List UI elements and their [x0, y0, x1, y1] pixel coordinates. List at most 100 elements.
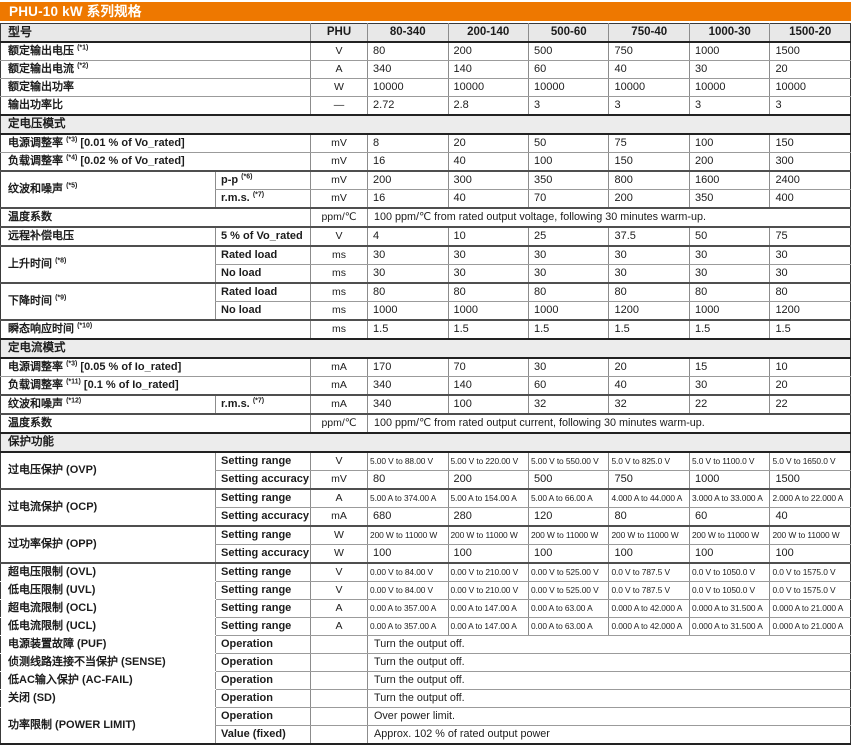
unit-cell	[310, 635, 368, 654]
spec-value: 150	[608, 152, 690, 172]
spec-value: 32	[608, 395, 690, 415]
spec-value: 1.5	[688, 320, 770, 340]
spec-label: 电源装置故障 (PUF)	[0, 635, 216, 654]
unit-cell: mA	[310, 507, 368, 527]
model-header: 80-340	[367, 23, 448, 43]
spec-label: 纹波和噪声 (*12)	[0, 395, 216, 415]
unit-cell: W	[310, 544, 368, 564]
model-header: 1000-30	[688, 23, 770, 43]
table-row: 过功率保护 (OPP) Setting range W 200 W to 11000 …	[0, 526, 851, 564]
model-header: 1500-20	[769, 23, 851, 43]
unit-cell: —	[310, 96, 368, 116]
spec-value: 400	[769, 189, 851, 209]
unit-cell: W	[310, 526, 368, 545]
spec-value: 40	[447, 152, 529, 172]
spec-value: 1000	[688, 301, 770, 321]
spec-value: 50	[527, 134, 609, 153]
spec-value: 30	[527, 358, 609, 377]
spec-value: 200 W to 11000 W	[688, 526, 770, 545]
spec-table: 型号 PHU 80-340 200-140 500-60 750-40 1000-30 150…	[0, 23, 851, 745]
spec-value: 100	[608, 544, 690, 564]
spec-value: 8	[367, 134, 448, 153]
spec-value: 2.000 A to 22.000 A	[769, 489, 851, 508]
spec-sublabel: Operation	[214, 671, 311, 690]
spec-value-span: Turn the output off.	[367, 653, 851, 672]
spec-value: 0.0 V to 1050.0 V	[688, 563, 770, 582]
footnote-marker: (*3)	[66, 360, 78, 368]
spec-sublabel: Setting range	[214, 563, 311, 582]
table-row: 电源装置故障 (PUF) Operation Turn the output off…	[0, 635, 851, 654]
spec-value-span: 100 ppm/℃ from rated output voltage, fol…	[367, 208, 851, 228]
section-row: 保护功能	[0, 433, 851, 453]
spec-value: 5.00 V to 220.00 V	[447, 452, 529, 471]
table-row: 远程补偿电压 5 % of Vo_rated V 4 10 25 37.5 50 75	[0, 227, 851, 247]
spec-value: 1000	[367, 301, 448, 321]
spec-label: 温度系数	[0, 208, 311, 228]
spec-value: 0.0 V to 787.5 V	[608, 581, 690, 600]
spec-value: 30	[769, 246, 851, 265]
spec-value: 200 W to 11000 W	[527, 526, 609, 545]
spec-sublabel: Setting range	[214, 526, 311, 545]
spec-value: 1200	[608, 301, 690, 321]
spec-value: 140	[447, 376, 529, 396]
spec-sublabel: No load	[214, 301, 311, 321]
unit-cell: mV	[310, 470, 368, 490]
spec-value: 5.00 V to 88.00 V	[367, 452, 448, 471]
spec-value: 0.00 A to 63.00 A	[527, 617, 609, 636]
unit-cell: ms	[310, 320, 368, 340]
spec-label: 低电流限制 (UCL)	[0, 617, 216, 636]
spec-value: 200 W to 11000 W	[608, 526, 690, 545]
spec-value: 30	[608, 264, 690, 284]
spec-value: 80	[367, 283, 448, 302]
unit-cell: ppm/℃	[310, 414, 368, 434]
table-row: 上升时间 (*8) Rated load ms 30 30 30 30 30 30	[0, 246, 851, 284]
spec-sublabel: Setting accuracy	[214, 507, 311, 527]
spec-sublabel: p-p (*6)	[214, 171, 311, 190]
table-row: No load ms 30 30 30 30 30 30	[1, 264, 851, 284]
spec-value: 170	[367, 358, 448, 377]
spec-label: 温度系数	[0, 414, 311, 434]
spec-value: 37.5	[608, 227, 690, 247]
spec-value: 20	[447, 134, 529, 153]
table-row: 低AC输入保护 (AC-FAIL) Operation Turn the outpu…	[0, 671, 851, 690]
spec-value: 100	[688, 134, 770, 153]
unit-cell: mV	[310, 171, 368, 190]
section-row: 定电压模式	[0, 115, 851, 135]
spec-value: 10	[769, 358, 851, 377]
spec-sublabel: Setting range	[214, 599, 311, 618]
spec-value: 15	[688, 358, 770, 377]
spec-value: 30	[688, 376, 770, 396]
spec-value: 1.5	[608, 320, 690, 340]
spec-value: 0.00 V to 84.00 V	[367, 581, 448, 600]
spec-sublabel: Operation	[214, 707, 311, 726]
spec-value: 200 W to 11000 W	[447, 526, 529, 545]
spec-value: 1000	[527, 301, 609, 321]
spec-label: 瞬态响应时间 (*10)	[0, 320, 311, 340]
section-title: 定电流模式	[0, 339, 851, 359]
spec-value: 340	[367, 395, 448, 415]
spec-value: 20	[769, 60, 851, 79]
spec-value: 0.0 V to 787.5 V	[608, 563, 690, 582]
spec-value: 0.000 A to 21.000 A	[769, 599, 851, 618]
spec-value: 80	[608, 507, 690, 527]
spec-label: 超电压限制 (OVL)	[0, 563, 216, 582]
spec-value: 5.0 V to 1650.0 V	[769, 452, 851, 471]
spec-value: 22	[688, 395, 770, 415]
spec-value: 16	[367, 189, 448, 209]
spec-value: 1000	[447, 301, 529, 321]
spec-sublabel: Setting accuracy	[214, 544, 311, 564]
spec-value: 0.00 V to 210.00 V	[447, 581, 529, 600]
spec-value: 1500	[769, 42, 851, 61]
unit-cell: ms	[310, 301, 368, 321]
spec-label: 过电流保护 (OCP)	[0, 489, 216, 527]
spec-value: 80	[608, 283, 690, 302]
table-row: 关闭 (SD) Operation Turn the output off.	[0, 689, 851, 708]
spec-label: 关闭 (SD)	[0, 689, 216, 708]
spec-sublabel: No load	[214, 264, 311, 284]
table-row: 下降时间 (*9) Rated load ms 80 80 80 80 80 80	[0, 283, 851, 321]
spec-label: 功率限制 (POWER LIMIT)	[0, 707, 216, 745]
unit-cell: mA	[310, 358, 368, 377]
unit-cell	[310, 689, 368, 708]
spec-value: 100	[769, 544, 851, 564]
spec-value: 80	[447, 283, 529, 302]
